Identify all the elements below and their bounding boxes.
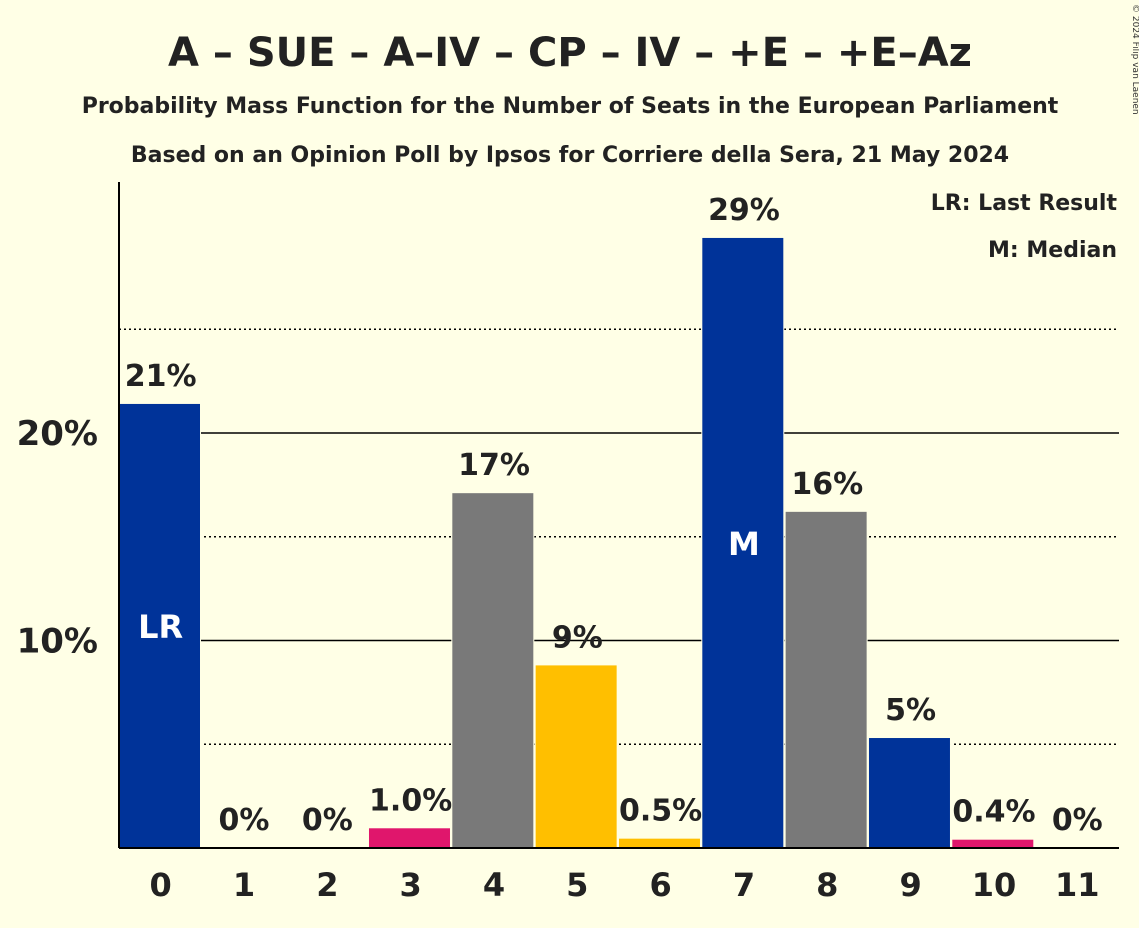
bar-value-label: 0% bbox=[302, 803, 353, 838]
x-tick-label: 3 bbox=[400, 866, 422, 904]
bar-value-label: 0.5% bbox=[619, 794, 702, 829]
bar-value-label: 0% bbox=[219, 803, 270, 838]
bar bbox=[702, 237, 784, 848]
bar bbox=[952, 839, 1034, 848]
y-tick-label: 10% bbox=[17, 622, 98, 662]
bar-value-label: 9% bbox=[552, 620, 603, 655]
x-tick-label: 9 bbox=[900, 866, 922, 904]
x-tick-label: 0 bbox=[150, 866, 172, 904]
x-tick-label: 11 bbox=[1055, 866, 1100, 904]
bar bbox=[868, 738, 950, 848]
bar-value-label: 1.0% bbox=[369, 783, 452, 818]
axes: 10% 20% 0 1 2 3 4 5 6 7 8 9 10 11 bbox=[17, 182, 1119, 904]
bar bbox=[535, 665, 617, 848]
y-tick-label: 20% bbox=[17, 414, 98, 454]
chart-source: Based on an Opinion Poll by Ipsos for Co… bbox=[131, 143, 1009, 168]
bar-value-label: 0.4% bbox=[952, 795, 1035, 830]
chart-title: A – SUE – A–IV – CP – IV – +E – +E–Az bbox=[168, 30, 972, 76]
chart-subtitle: Probability Mass Function for the Number… bbox=[82, 94, 1059, 119]
x-tick-label: 1 bbox=[233, 866, 255, 904]
bar bbox=[618, 838, 700, 848]
x-tick-label: 5 bbox=[566, 866, 588, 904]
x-tick-label: 8 bbox=[816, 866, 838, 904]
bar-value-label: 5% bbox=[885, 693, 936, 728]
bar bbox=[452, 493, 534, 848]
x-tick-label: 4 bbox=[483, 866, 505, 904]
bar bbox=[785, 511, 867, 848]
gridlines bbox=[119, 328, 1119, 745]
x-tick-label: 6 bbox=[650, 866, 672, 904]
bar-value-label: 29% bbox=[708, 193, 780, 228]
bar-value-label: 0% bbox=[1052, 803, 1103, 838]
x-tick-label: 10 bbox=[972, 866, 1017, 904]
legend-median: M: Median bbox=[988, 238, 1117, 263]
bar-value-label: 17% bbox=[458, 448, 530, 483]
legend-last-result: LR: Last Result bbox=[931, 191, 1118, 216]
x-tick-label: 7 bbox=[733, 866, 755, 904]
bars: 21% LR 0% 0% 1.0% 17% 9% 0.5% 29% M 16% 5% 0.4% 0% bbox=[118, 193, 1103, 848]
bar-marker-label: M bbox=[728, 525, 760, 563]
bar bbox=[368, 828, 450, 848]
x-tick-label: 2 bbox=[316, 866, 338, 904]
copyright-notice: © 2024 Filip van Laenen bbox=[1130, 4, 1139, 115]
bar bbox=[119, 403, 200, 848]
bar-value-label: 21% bbox=[125, 359, 197, 394]
bar-marker-label: LR bbox=[138, 608, 183, 646]
bar-value-label: 16% bbox=[791, 467, 863, 502]
